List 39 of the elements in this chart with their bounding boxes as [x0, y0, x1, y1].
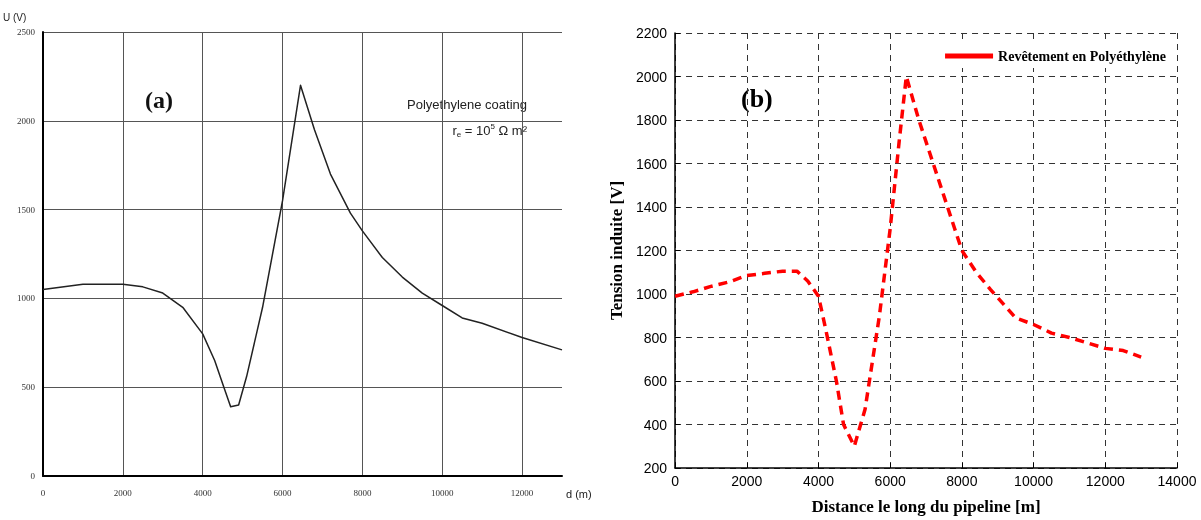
y-tick-label: 200 [643, 460, 668, 476]
y-tick-label: 1200 [635, 242, 668, 259]
y-tick-label: 2200 [635, 25, 668, 41]
y-tick-label: 1500 [17, 204, 36, 215]
y-tick-label: 1600 [635, 155, 668, 172]
x-tick-label: 12000 [1085, 473, 1125, 489]
x-tick-label: 14000 [1157, 473, 1197, 489]
y-tick-label: 800 [643, 329, 668, 346]
x-tick-label: 6000 [874, 473, 906, 489]
y-tick-label: 2500 [17, 27, 36, 37]
y-axis-title: Tension induite [V] [607, 180, 626, 321]
annotation: (a) [145, 87, 173, 113]
x-axis-title: Distance le long du pipeline [m] [811, 497, 1041, 516]
legend-label: Revêtement en Polyéthylène [998, 48, 1167, 64]
x-tick-label: 2000 [731, 473, 763, 489]
y-tick-label: 500 [21, 382, 36, 393]
y-tick-label: 2000 [17, 115, 36, 126]
x-tick-label: 0 [671, 473, 680, 489]
y-tick-label: 1000 [17, 293, 36, 304]
x-tick-label: 8000 [946, 473, 978, 489]
x-tick-label: 6000 [273, 487, 293, 498]
x-tick-label: 10000 [430, 487, 454, 498]
x-axis-title: d (m) [566, 487, 592, 500]
x-tick-label: 4000 [802, 473, 835, 489]
y-tick-label: 2000 [635, 68, 668, 85]
line-series [42, 84, 563, 408]
x-tick-label: 0 [40, 487, 46, 498]
y-tick-label: 1000 [635, 286, 668, 302]
y-tick-label: 1800 [635, 112, 668, 128]
annotation: (b) [741, 83, 773, 113]
x-tick-label: 8000 [353, 487, 372, 498]
x-tick-label: 10000 [1014, 473, 1054, 489]
y-tick-label: 1400 [635, 199, 668, 215]
y-tick-label: 600 [643, 373, 668, 389]
x-tick-label: 2000 [113, 487, 133, 498]
x-tick-label: 12000 [510, 487, 534, 498]
y-axis-title: U (V) [3, 11, 27, 23]
x-tick-label: 4000 [193, 487, 213, 498]
y-tick-label: 400 [643, 416, 668, 433]
